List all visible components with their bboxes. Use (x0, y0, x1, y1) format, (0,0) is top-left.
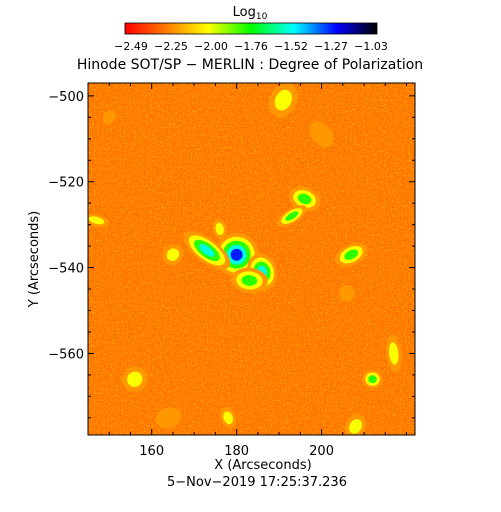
y-tick-label: −560 (48, 347, 84, 362)
feature-contour (166, 248, 180, 261)
feature-18 (102, 110, 116, 125)
feature-9 (335, 242, 368, 267)
colorbar-tick-label: −1.52 (274, 40, 308, 53)
feature-contour (309, 121, 334, 148)
feature-13 (344, 414, 367, 435)
y-tick-label: −520 (48, 176, 84, 191)
feature-16 (309, 121, 334, 148)
timestamp: 5−Nov−2019 17:25:37.236 (167, 475, 347, 490)
colorbar-tick-label: −1.27 (314, 40, 348, 53)
feature-19 (155, 407, 182, 429)
feature-11 (121, 366, 148, 392)
feature-12 (385, 334, 402, 372)
feature-5 (230, 267, 268, 294)
feature-contour (297, 193, 312, 205)
feature-3 (288, 186, 321, 212)
feature-contour (199, 243, 215, 257)
feature-contour (344, 249, 359, 260)
x-tick-label: 180 (224, 444, 249, 459)
y-tick-label: −540 (48, 262, 84, 277)
feature-contour (223, 411, 234, 425)
feature-7 (212, 218, 227, 240)
x-axis-label: X (Arcseconds) (214, 458, 311, 473)
feature-contour (274, 89, 293, 111)
feature-17 (338, 285, 356, 302)
feature-contour (338, 285, 356, 302)
feature-contour (241, 275, 258, 286)
feature-contour (102, 110, 116, 125)
x-tick-label: 200 (309, 444, 334, 459)
feature-contour (389, 342, 399, 365)
colorbar-tick-label: −2.00 (194, 40, 228, 53)
feature-contour (215, 222, 224, 236)
plot-frame (87, 82, 416, 436)
y-axis-label: Y (Arcseconds) (27, 211, 42, 308)
feature-6 (162, 244, 184, 266)
feature-contour (127, 371, 143, 387)
colorbar-tick-label: −2.25 (154, 40, 188, 53)
chart-title: Hinode SOT/SP − MERLIN : Degree of Polar… (77, 57, 423, 73)
colorbar-ticks: −2.49 −2.25 −2.00 −1.76 −1.52 −1.27 −1.03 (114, 40, 388, 53)
feature-4 (276, 205, 307, 228)
colorbar-label: Log10 (233, 5, 268, 22)
feature-contour (285, 211, 299, 221)
feature-contour (368, 375, 377, 384)
y-axis: −500 −520 −540 −560 (48, 90, 415, 419)
feature-contour (349, 419, 363, 434)
feature-10 (362, 369, 383, 389)
feature-15 (88, 213, 110, 228)
x-tick-label: 160 (139, 444, 164, 459)
colorbar-tick-label: −2.49 (114, 40, 148, 53)
feature-contour (230, 248, 243, 261)
y-tick-label: −500 (48, 90, 84, 105)
feature-contour (155, 407, 182, 429)
heatmap-image (88, 83, 415, 435)
feature-14 (219, 407, 237, 429)
colorbar-tick-label: −1.03 (354, 40, 388, 53)
feature-contour (88, 216, 105, 225)
feature-8 (268, 83, 298, 118)
colorbar-tick-label: −1.76 (234, 40, 268, 53)
feature-1 (183, 231, 231, 270)
heatmap-features (88, 83, 402, 435)
colorbar (124, 22, 378, 35)
x-axis: 160 180 200 (87, 83, 408, 459)
